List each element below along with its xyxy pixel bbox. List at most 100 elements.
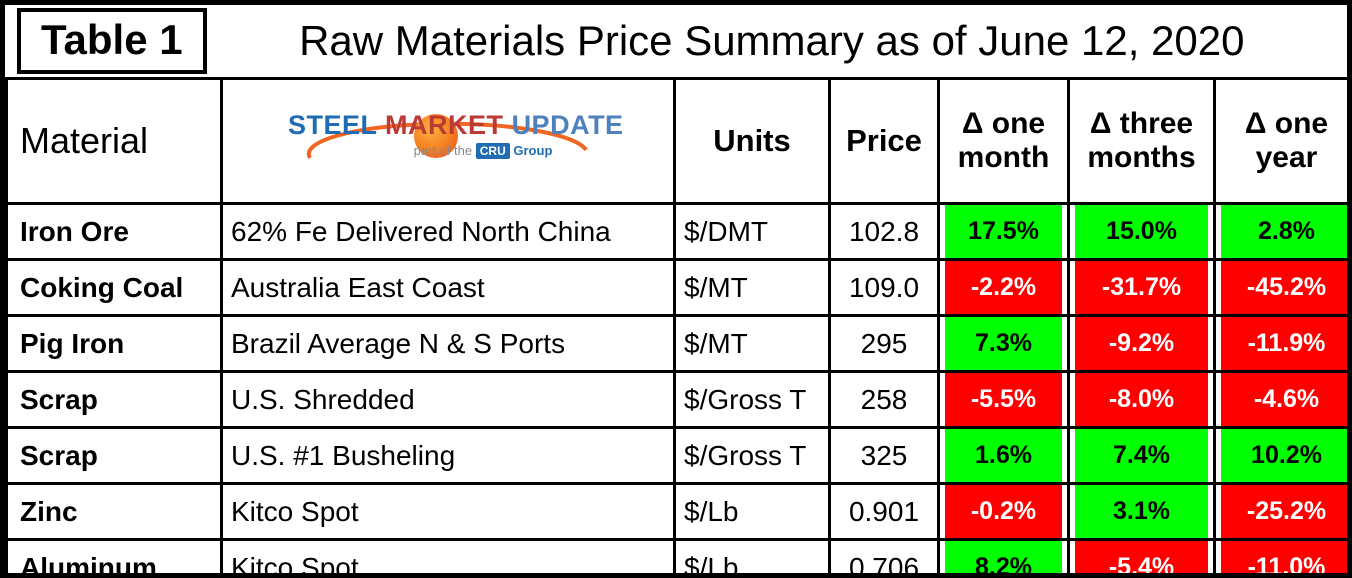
change-chip: 10.2% (1221, 430, 1347, 481)
table-row: Scrap U.S. Shredded $/Gross T 258 -5.5% … (5, 370, 1347, 429)
price-cell: 258 (828, 370, 940, 429)
description-cell: Brazil Average N & S Ports (220, 314, 676, 373)
material-cell: Scrap (5, 426, 223, 485)
change-chip: -11.9% (1221, 318, 1347, 369)
material-cell: Scrap (5, 370, 223, 429)
delta-three-months-cell: 3.1% (1067, 482, 1216, 541)
delta-one-month-cell: -0.2% (937, 482, 1070, 541)
logo-wordmark: STEEL MARKET UPDATE (288, 110, 623, 141)
price-cell: 0.901 (828, 482, 940, 541)
change-chip: 3.1% (1075, 486, 1208, 537)
change-chip: -45.2% (1221, 262, 1347, 313)
col-header-price: Price (828, 77, 940, 205)
steel-market-update-logo: STEEL MARKET UPDATE part of the CRU Grou… (288, 110, 623, 201)
units-cell: $/MT (673, 314, 831, 373)
description-cell: U.S. Shredded (220, 370, 676, 429)
delta-three-months-cell: -31.7% (1067, 258, 1216, 317)
price-cell: 295 (828, 314, 940, 373)
description-cell: Australia East Coast (220, 258, 676, 317)
logo-word-update: UPDATE (511, 110, 624, 140)
material-cell: Zinc (5, 482, 223, 541)
change-chip: 17.5% (945, 206, 1062, 257)
delta-one-month-cell: 8.2% (937, 538, 1070, 573)
change-chip: -31.7% (1075, 262, 1208, 313)
delta-one-month-cell: -2.2% (937, 258, 1070, 317)
delta-one-month-cell: 7.3% (937, 314, 1070, 373)
logo-word-steel: STEEL (288, 110, 378, 140)
logo-swoosh-icon (306, 114, 588, 160)
units-cell: $/Lb (673, 482, 831, 541)
change-chip: 1.6% (945, 430, 1062, 481)
delta-three-months-cell: -8.0% (1067, 370, 1216, 429)
header-row: Material (5, 77, 1347, 205)
table-label: Table 1 (17, 8, 207, 74)
units-cell: $/Lb (673, 538, 831, 573)
table-row: Scrap U.S. #1 Busheling $/Gross T 325 1.… (5, 426, 1347, 485)
change-chip: 2.8% (1221, 206, 1347, 257)
delta-three-months-cell: 7.4% (1067, 426, 1216, 485)
price-cell: 102.8 (828, 202, 940, 261)
delta-one-year-cell: 10.2% (1213, 426, 1347, 485)
smu-logo: STEEL MARKET UPDATE part of the CRU Grou… (220, 77, 676, 205)
description-cell: Kitco Spot (220, 538, 676, 573)
change-chip: -0.2% (945, 486, 1062, 537)
change-chip: 15.0% (1075, 206, 1208, 257)
delta-one-year-cell: -4.6% (1213, 370, 1347, 429)
price-cell: 109.0 (828, 258, 940, 317)
col-header-delta-one-month: Δ one month (937, 77, 1070, 205)
change-chip: -5.5% (945, 374, 1062, 425)
material-cell: Iron Ore (5, 202, 223, 261)
change-chip: -8.0% (1075, 374, 1208, 425)
description-cell: Kitco Spot (220, 482, 676, 541)
delta-one-year-cell: -45.2% (1213, 258, 1347, 317)
change-chip: -5.4% (1075, 542, 1208, 573)
change-chip: -2.2% (945, 262, 1062, 313)
delta-three-months-cell: -5.4% (1067, 538, 1216, 573)
delta-one-year-cell: 2.8% (1213, 202, 1347, 261)
material-cell: Coking Coal (5, 258, 223, 317)
change-chip: -25.2% (1221, 486, 1347, 537)
delta-one-month-cell: 1.6% (937, 426, 1070, 485)
logo-group-label: Group (513, 143, 553, 158)
change-chip: -4.6% (1221, 374, 1347, 425)
logo-cru-badge: CRU (475, 143, 510, 159)
delta-one-year-cell: -11.9% (1213, 314, 1347, 373)
material-cell: Aluminum (5, 538, 223, 573)
units-cell: $/Gross T (673, 426, 831, 485)
price-cell: 325 (828, 426, 940, 485)
col-header-delta-one-year: Δ one year (1213, 77, 1347, 205)
table-row: Coking Coal Australia East Coast $/MT 10… (5, 258, 1347, 317)
description-cell: 62% Fe Delivered North China (220, 202, 676, 261)
change-chip: 7.4% (1075, 430, 1208, 481)
delta-one-month-cell: -5.5% (937, 370, 1070, 429)
logo-tagline: part of the CRU Group (358, 143, 608, 159)
col-header-units: Units (673, 77, 831, 205)
price-cell: 0.706 (828, 538, 940, 573)
material-cell: Pig Iron (5, 314, 223, 373)
logo-tagline-prefix: part of the (413, 143, 473, 158)
col-header-material: Material (5, 77, 223, 205)
table-row: Aluminum Kitco Spot $/Lb 0.706 8.2% -5.4… (5, 538, 1347, 573)
col-header-delta-three-months: Δ three months (1067, 77, 1216, 205)
units-cell: $/MT (673, 258, 831, 317)
table-row: Zinc Kitco Spot $/Lb 0.901 -0.2% 3.1% -2… (5, 482, 1347, 541)
delta-one-month-cell: 17.5% (937, 202, 1070, 261)
change-chip: 8.2% (945, 542, 1062, 573)
change-chip: 7.3% (945, 318, 1062, 369)
page-title: Raw Materials Price Summary as of June 1… (299, 17, 1245, 64)
logo-word-market: MARKET (385, 110, 504, 140)
description-cell: U.S. #1 Busheling (220, 426, 676, 485)
delta-one-year-cell: -11.0% (1213, 538, 1347, 573)
units-cell: $/Gross T (673, 370, 831, 429)
table-row: Pig Iron Brazil Average N & S Ports $/MT… (5, 314, 1347, 373)
units-cell: $/DMT (673, 202, 831, 261)
delta-three-months-cell: 15.0% (1067, 202, 1216, 261)
change-chip: -11.0% (1221, 542, 1347, 573)
change-chip: -9.2% (1075, 318, 1208, 369)
delta-one-year-cell: -25.2% (1213, 482, 1347, 541)
delta-three-months-cell: -9.2% (1067, 314, 1216, 373)
raw-materials-price-table: Material (5, 77, 1347, 573)
title-bar: Table 1 Raw Materials Price Summary as o… (5, 5, 1347, 77)
table-row: Iron Ore 62% Fe Delivered North China $/… (5, 202, 1347, 261)
